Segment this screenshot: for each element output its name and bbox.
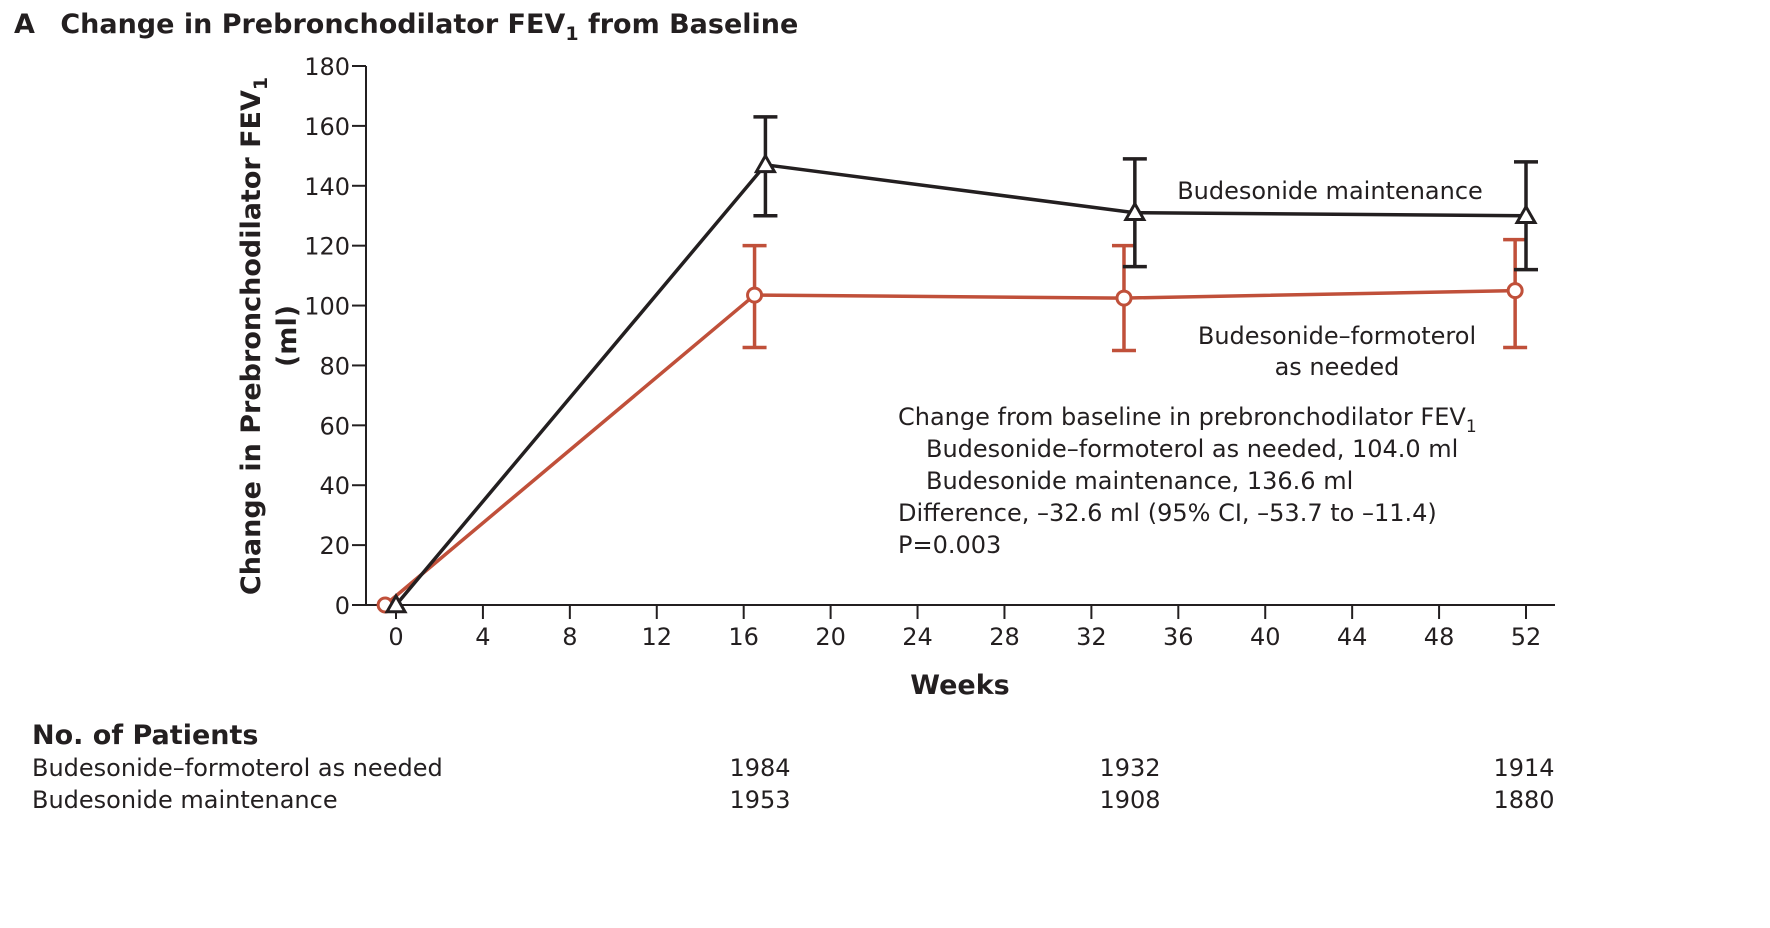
x-tick-label: 24	[902, 623, 933, 651]
panel-title-subscript: 1	[565, 23, 578, 45]
series-label-formoterol-line2: as needed	[1275, 353, 1400, 381]
y-axis-label-subscript: 1	[250, 77, 272, 90]
data-point	[1115, 289, 1133, 307]
patients-row-label: Budesonide maintenance	[32, 786, 338, 814]
data-point	[753, 152, 778, 174]
series-budesonide-maintenance	[384, 115, 1538, 614]
x-axis-label: Weeks	[910, 670, 1009, 701]
data-point	[1123, 200, 1147, 221]
annotation-line2: Budesonide–formoterol as needed, 104.0 m…	[926, 435, 1458, 463]
panel-title-suffix: from Baseline	[579, 9, 799, 40]
data-point	[384, 592, 408, 614]
series-line	[384, 288, 1516, 607]
series-layer	[376, 115, 1538, 614]
x-tick-label: 28	[989, 623, 1020, 651]
x-tick-label: 12	[641, 623, 672, 651]
annotation-line1-subscript: 1	[1466, 417, 1477, 437]
x-tick-label: 52	[1511, 623, 1542, 651]
y-tick-label: 140	[304, 173, 350, 201]
x-tick-label: 16	[728, 623, 759, 651]
patients-count: 1908	[1099, 786, 1160, 814]
series-label-budesonide-maintenance: Budesonide maintenance	[1177, 177, 1483, 205]
annotation-line1: Change from baseline in prebronchodilato…	[898, 403, 1477, 437]
y-tick-label: 0	[335, 592, 350, 620]
y-tick-label: 160	[304, 113, 350, 141]
panel-title: A Change in Prebronchodilator FEV1 from …	[14, 9, 798, 45]
x-tick-label: 0	[388, 623, 403, 651]
annotation-line5: P=0.003	[898, 531, 1001, 559]
y-tick-label: 40	[319, 472, 350, 500]
patients-table-heading: No. of Patients	[32, 720, 258, 751]
y-tick-label: 60	[319, 412, 350, 440]
annotation-line3: Budesonide maintenance, 136.6 ml	[926, 467, 1353, 495]
patients-count: 1880	[1493, 786, 1554, 814]
annotation-line4: Difference, –32.6 ml (95% CI, –53.7 to –…	[898, 499, 1437, 527]
panel-letter: A	[14, 9, 35, 40]
y-axis-label: Change in Prebronchodilator FEV1 (ml)	[236, 77, 303, 595]
x-tick-label: 8	[562, 623, 577, 651]
patients-count: 1914	[1493, 754, 1554, 782]
y-tick-label: 20	[319, 532, 350, 560]
y-tick-label: 100	[304, 293, 350, 321]
x-tick-label: 32	[1076, 623, 1107, 651]
x-tick-label: 40	[1250, 623, 1281, 651]
x-tick-label: 44	[1337, 623, 1368, 651]
x-tick-label: 48	[1424, 623, 1455, 651]
data-point	[746, 286, 764, 304]
y-tick-label: 180	[304, 53, 350, 81]
series-label-formoterol-line1: Budesonide–formoterol	[1198, 322, 1476, 350]
x-tick-label: 20	[815, 623, 846, 651]
x-tick-label: 36	[1163, 623, 1194, 651]
x-tick-label: 4	[475, 623, 490, 651]
y-axis-label-line2: (ml)	[272, 305, 303, 367]
patients-table: No. of Patients Budesonide–formoterol as…	[32, 720, 1555, 814]
y-tick-label: 120	[304, 233, 350, 261]
annotation-line1-text: Change from baseline in prebronchodilato…	[898, 403, 1466, 431]
y-tick-label: 80	[319, 352, 350, 380]
data-point	[1514, 203, 1538, 224]
y-axis-label-line1: Change in Prebronchodilator FEV1	[236, 77, 272, 595]
series-line	[394, 162, 1527, 607]
data-point	[1506, 282, 1524, 300]
patients-row-label: Budesonide–formoterol as needed	[32, 754, 443, 782]
annotation: Change from baseline in prebronchodilato…	[898, 403, 1477, 559]
patients-count: 1932	[1099, 754, 1160, 782]
panel-title-text: Change in Prebronchodilator FEV	[60, 9, 565, 40]
patients-count: 1984	[729, 754, 790, 782]
y-axis-label-text: Change in Prebronchodilator FEV	[236, 90, 267, 595]
patients-count: 1953	[729, 786, 790, 814]
